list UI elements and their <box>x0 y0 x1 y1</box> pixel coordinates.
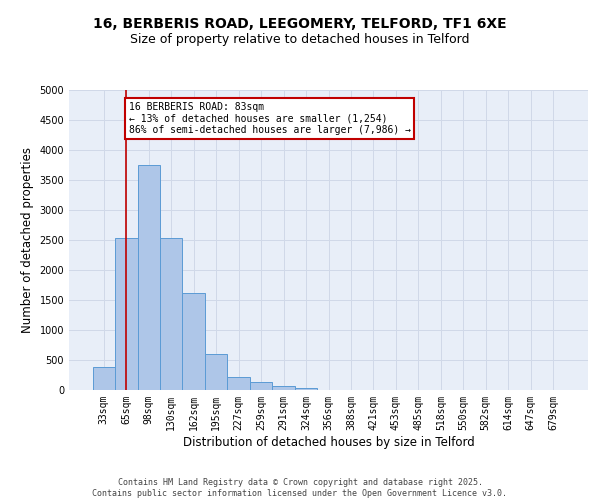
Bar <box>137 165 160 390</box>
Text: 16 BERBERIS ROAD: 83sqm
← 13% of detached houses are smaller (1,254)
86% of semi: 16 BERBERIS ROAD: 83sqm ← 13% of detache… <box>128 102 410 135</box>
Bar <box>115 238 137 390</box>
Bar <box>227 378 250 390</box>
Y-axis label: Number of detached properties: Number of detached properties <box>21 147 34 333</box>
Bar <box>205 354 227 390</box>
Bar <box>160 238 182 390</box>
Bar <box>92 367 115 390</box>
Bar <box>250 382 272 390</box>
X-axis label: Distribution of detached houses by size in Telford: Distribution of detached houses by size … <box>182 436 475 448</box>
Text: 16, BERBERIS ROAD, LEEGOMERY, TELFORD, TF1 6XE: 16, BERBERIS ROAD, LEEGOMERY, TELFORD, T… <box>93 18 507 32</box>
Bar <box>182 293 205 390</box>
Bar <box>295 388 317 390</box>
Text: Contains HM Land Registry data © Crown copyright and database right 2025.
Contai: Contains HM Land Registry data © Crown c… <box>92 478 508 498</box>
Text: Size of property relative to detached houses in Telford: Size of property relative to detached ho… <box>130 32 470 46</box>
Bar <box>272 386 295 390</box>
